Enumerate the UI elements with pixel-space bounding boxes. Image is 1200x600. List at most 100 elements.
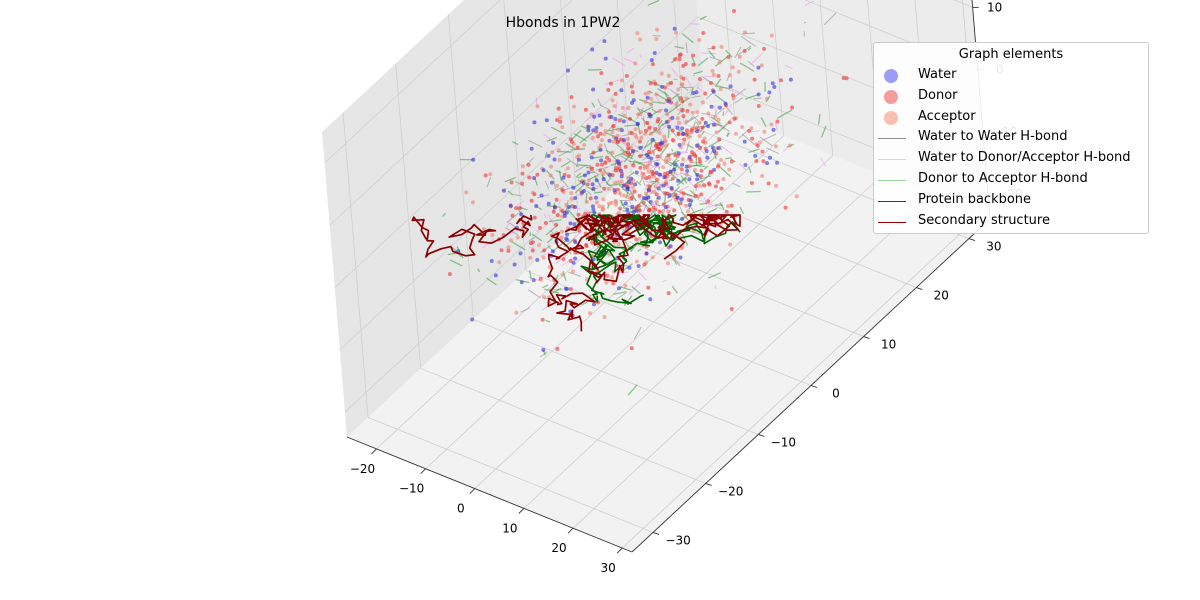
acceptor-point — [569, 191, 574, 196]
water-water-hbond — [732, 182, 741, 188]
donor-point — [575, 145, 580, 150]
acceptor-point — [676, 120, 681, 125]
donor-point — [584, 242, 589, 247]
acceptor-point — [602, 132, 607, 137]
acceptor-point — [648, 102, 653, 107]
donor-point — [678, 201, 683, 206]
acceptor-point — [633, 127, 638, 132]
donor-point — [841, 76, 846, 81]
acceptor-point — [697, 120, 702, 125]
secondary-structure — [411, 214, 533, 258]
water-water-hbond — [690, 206, 699, 220]
acceptor-point — [675, 116, 680, 121]
acceptor-point — [762, 129, 767, 134]
water-point — [687, 177, 692, 182]
water-point — [711, 122, 716, 127]
donor-acceptor-hbond — [630, 152, 635, 159]
water-donor-acceptor-hbond — [561, 256, 576, 267]
donor-point — [653, 81, 658, 86]
donor-point — [701, 139, 706, 144]
secondary-structure — [564, 214, 607, 279]
water-point — [648, 297, 653, 302]
acceptor-point — [584, 199, 589, 204]
donor-acceptor-hbond — [680, 175, 688, 184]
water-donor-acceptor-hbond — [685, 76, 692, 87]
water-point — [590, 47, 595, 52]
acceptor-point — [646, 163, 651, 168]
donor-point — [517, 206, 522, 211]
water-water-hbond — [574, 164, 587, 173]
acceptor-point — [541, 255, 546, 260]
water-point — [551, 140, 556, 145]
acceptor-point — [557, 157, 562, 162]
water-point — [512, 262, 517, 267]
acceptor-point — [634, 259, 639, 264]
acceptor-point — [728, 242, 733, 247]
water-point — [676, 151, 681, 156]
water-point — [602, 39, 607, 44]
donor-acceptor-hbond — [619, 200, 624, 207]
donor-point — [632, 189, 637, 194]
donor-acceptor-hbond — [621, 247, 625, 251]
water-point — [767, 155, 772, 160]
water-water-hbond — [704, 156, 711, 163]
donor-point — [637, 193, 642, 198]
water-point — [576, 157, 581, 162]
donor-point — [676, 131, 681, 136]
water-point — [657, 240, 662, 245]
water-water-hbond — [568, 271, 582, 277]
water-point — [658, 172, 663, 177]
water-donor-acceptor-hbond — [783, 147, 788, 152]
water-donor-acceptor-hbond — [678, 151, 689, 154]
y-tick-label: −30 — [665, 533, 690, 547]
acceptor-point — [646, 169, 651, 174]
water-water-hbond — [528, 236, 536, 242]
legend-label: Secondary structure — [918, 212, 1050, 228]
water-donor-acceptor-hbond — [673, 122, 683, 128]
acceptor-point — [637, 236, 642, 241]
donor-point — [532, 215, 537, 220]
secondary-structure — [547, 232, 596, 332]
water-donor-acceptor-hbond — [804, 0, 814, 6]
acceptor-point — [558, 115, 563, 120]
acceptor-point — [657, 130, 662, 135]
acceptor-point — [638, 112, 643, 117]
water-point — [767, 90, 772, 95]
donor-acceptor-hbond — [689, 208, 704, 215]
donor-point — [595, 162, 600, 167]
x-tick-label: 0 — [457, 502, 465, 516]
donor-point — [670, 137, 675, 142]
acceptor-point — [681, 141, 686, 146]
water-point — [546, 201, 551, 206]
acceptor-point — [710, 68, 715, 73]
donor-point — [542, 248, 547, 253]
water-donor-acceptor-hbond — [507, 229, 521, 236]
water-donor-acceptor-hbond — [612, 57, 626, 67]
donor-acceptor-hbond — [528, 270, 532, 280]
water-point — [550, 249, 555, 254]
acceptor-point — [733, 131, 738, 136]
acceptor-point — [509, 238, 514, 243]
water-water-hbond — [705, 91, 714, 100]
donor-point — [642, 262, 647, 267]
donor-point — [647, 149, 652, 154]
donor-acceptor-hbond — [681, 33, 694, 44]
grid-line — [525, 270, 812, 386]
water-point — [654, 161, 659, 166]
donor-point — [644, 176, 649, 181]
acceptor-point — [590, 135, 595, 140]
water-donor-acceptor-hbond — [586, 135, 596, 143]
acceptor-point — [626, 176, 631, 181]
acceptor-point — [716, 117, 721, 122]
water-point — [597, 113, 602, 118]
acceptor-point — [572, 104, 577, 109]
water-point — [678, 255, 683, 260]
water-point — [599, 158, 604, 163]
water-point — [571, 185, 576, 190]
water-point — [589, 155, 594, 160]
acceptor-point — [643, 99, 648, 104]
legend-entry: Water to Donor/Acceptor H-bond — [874, 149, 1148, 169]
donor-acceptor-hbond — [545, 319, 551, 323]
acceptor-point — [676, 87, 681, 92]
donor-point — [629, 131, 634, 136]
